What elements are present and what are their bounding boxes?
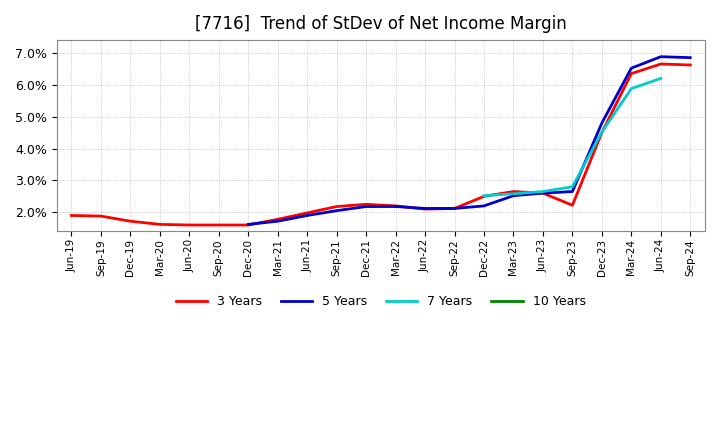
3 Years xyxy=(539,191,547,196)
3 Years xyxy=(362,202,371,207)
5 Years xyxy=(539,191,547,196)
3 Years xyxy=(274,216,282,222)
5 Years xyxy=(303,213,312,218)
5 Years xyxy=(480,203,488,209)
7 Years xyxy=(568,184,577,189)
5 Years xyxy=(657,54,665,59)
3 Years xyxy=(185,222,194,227)
7 Years xyxy=(509,191,518,196)
5 Years xyxy=(450,206,459,211)
3 Years xyxy=(333,204,341,209)
3 Years xyxy=(67,213,76,218)
3 Years xyxy=(627,71,636,76)
3 Years xyxy=(568,202,577,208)
3 Years xyxy=(509,189,518,194)
7 Years xyxy=(598,129,606,135)
5 Years xyxy=(568,189,577,194)
Title: [7716]  Trend of StDev of Net Income Margin: [7716] Trend of StDev of Net Income Marg… xyxy=(195,15,567,33)
3 Years xyxy=(450,206,459,211)
Line: 3 Years: 3 Years xyxy=(71,64,690,225)
3 Years xyxy=(480,194,488,199)
3 Years xyxy=(96,213,105,219)
5 Years xyxy=(627,66,636,71)
5 Years xyxy=(598,121,606,126)
Legend: 3 Years, 5 Years, 7 Years, 10 Years: 3 Years, 5 Years, 7 Years, 10 Years xyxy=(171,290,590,313)
5 Years xyxy=(244,222,253,227)
7 Years xyxy=(627,86,636,91)
3 Years xyxy=(126,219,135,224)
3 Years xyxy=(303,210,312,216)
7 Years xyxy=(480,193,488,198)
5 Years xyxy=(686,55,695,60)
Line: 5 Years: 5 Years xyxy=(248,57,690,224)
5 Years xyxy=(274,219,282,224)
5 Years xyxy=(420,206,429,211)
3 Years xyxy=(657,62,665,67)
5 Years xyxy=(391,204,400,209)
Line: 7 Years: 7 Years xyxy=(484,78,661,196)
3 Years xyxy=(686,62,695,68)
3 Years xyxy=(598,130,606,135)
3 Years xyxy=(391,203,400,209)
5 Years xyxy=(333,208,341,213)
7 Years xyxy=(539,189,547,194)
5 Years xyxy=(509,193,518,198)
3 Years xyxy=(244,222,253,227)
7 Years xyxy=(657,76,665,81)
3 Years xyxy=(420,206,429,212)
3 Years xyxy=(156,222,164,227)
3 Years xyxy=(215,222,223,227)
5 Years xyxy=(362,204,371,209)
